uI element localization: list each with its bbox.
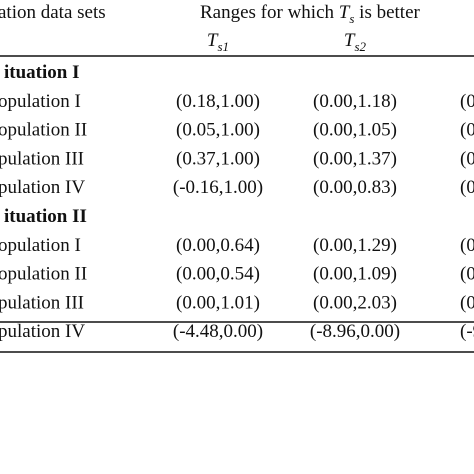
- row-label: pulation III: [0, 148, 84, 169]
- cell: (0: [460, 91, 474, 112]
- row-label: opulation I: [0, 91, 81, 112]
- cell: (0: [460, 292, 474, 313]
- cell: (0.00,0.64): [176, 235, 260, 256]
- first-column-header: ation data sets: [0, 2, 106, 23]
- cell: (0: [460, 120, 474, 141]
- column-header: Ts1: [207, 30, 229, 54]
- column-subscript: s2: [355, 39, 367, 54]
- row-label: pulation IV: [0, 321, 85, 342]
- cell: (-8.96,0.00): [310, 321, 400, 342]
- cell: (0.00,1.29): [313, 235, 397, 256]
- cell: (0: [460, 177, 474, 198]
- cell: (0.00,1.05): [313, 120, 397, 141]
- cell: (-0.16,1.00): [173, 177, 263, 198]
- section-title: ituation II: [4, 206, 87, 227]
- cell: (0: [460, 235, 474, 256]
- cell: (0: [460, 264, 474, 285]
- cell: (0.00,1.37): [313, 148, 397, 169]
- cell: (0: [460, 148, 474, 169]
- group-subscript: s: [349, 11, 354, 26]
- row-label: pulation IV: [0, 177, 85, 198]
- row-label: pulation III: [0, 292, 84, 313]
- cell: (0.18,1.00): [176, 91, 260, 112]
- column-subscript: s1: [218, 39, 230, 54]
- cell: (0.00,1.09): [313, 264, 397, 285]
- cell: (0.00,1.01): [176, 292, 260, 313]
- section-title: ituation I: [4, 62, 80, 83]
- group-suffix: is better: [359, 2, 420, 23]
- column-symbol: T: [207, 30, 219, 51]
- column-header: Ts2: [344, 30, 367, 54]
- cell: (0.00,0.83): [313, 177, 397, 198]
- cell: (0.00,2.03): [313, 292, 397, 313]
- cell: (0.37,1.00): [176, 148, 260, 169]
- cell: (0.00,1.18): [313, 91, 397, 112]
- cell: (0.00,0.54): [176, 264, 260, 285]
- row-label: opulation II: [0, 264, 87, 285]
- group-header: Ranges for which Ts is better: [200, 2, 421, 28]
- row-label: opulation I: [0, 235, 81, 256]
- column-symbol: T: [344, 30, 356, 51]
- cell: (-4.48,0.00): [173, 321, 263, 342]
- row-label: opulation II: [0, 120, 87, 141]
- group-prefix: Ranges for which: [200, 2, 335, 23]
- group-symbol: T: [339, 2, 351, 23]
- cell: (0.05,1.00): [176, 120, 260, 141]
- cell: (-9: [460, 321, 474, 342]
